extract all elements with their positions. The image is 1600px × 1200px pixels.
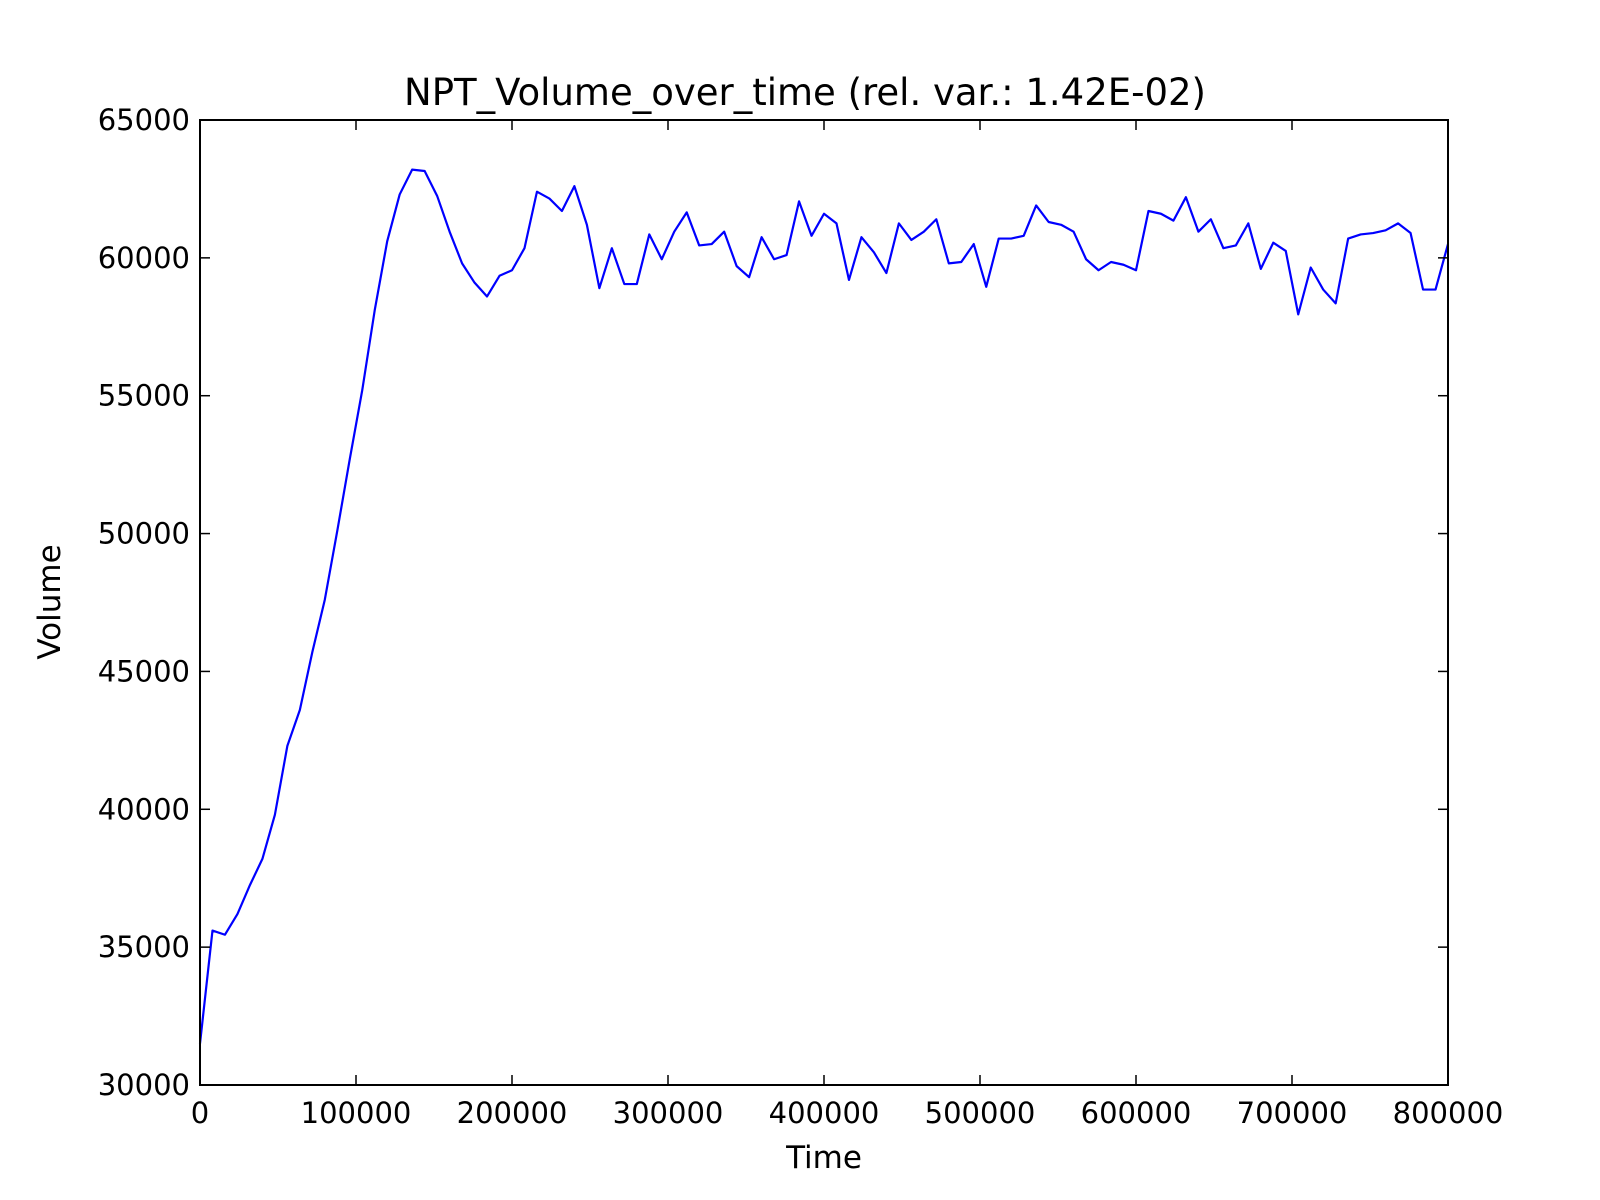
- x-tick-label: 100000: [301, 1096, 412, 1130]
- y-tick-label: 45000: [98, 654, 190, 688]
- y-axis-label: Volume: [32, 544, 68, 659]
- y-tick-label: 50000: [98, 517, 190, 551]
- x-tick-label: 0: [191, 1096, 209, 1130]
- y-tick-label: 65000: [98, 103, 190, 137]
- x-tick-label: 700000: [1237, 1096, 1348, 1130]
- y-tick-label: 35000: [98, 930, 190, 964]
- series-line-0: [198, 168, 1450, 1044]
- ticks-layer: 0 100000 200000 300000 400000 500000 600000 700…: [98, 103, 1504, 1130]
- series-layer: [198, 168, 1450, 1044]
- plot-frame: [199, 119, 1449, 1086]
- y-tick-label: 30000: [98, 1068, 190, 1102]
- x-tick-label: 200000: [457, 1096, 568, 1130]
- x-tick-label: 400000: [769, 1096, 880, 1130]
- x-tick-label: 300000: [613, 1096, 724, 1130]
- x-axis-label: Time: [785, 1140, 862, 1176]
- chart-title: NPT_Volume_over_time (rel. var.: 1.42E-0…: [404, 71, 1206, 114]
- y-tick-label: 40000: [98, 792, 190, 826]
- y-tick-label: 55000: [98, 379, 190, 413]
- y-tick-label: 60000: [98, 241, 190, 275]
- x-tick-label: 500000: [925, 1096, 1036, 1130]
- x-tick-label: 600000: [1081, 1096, 1192, 1130]
- x-tick-label: 800000: [1393, 1096, 1504, 1130]
